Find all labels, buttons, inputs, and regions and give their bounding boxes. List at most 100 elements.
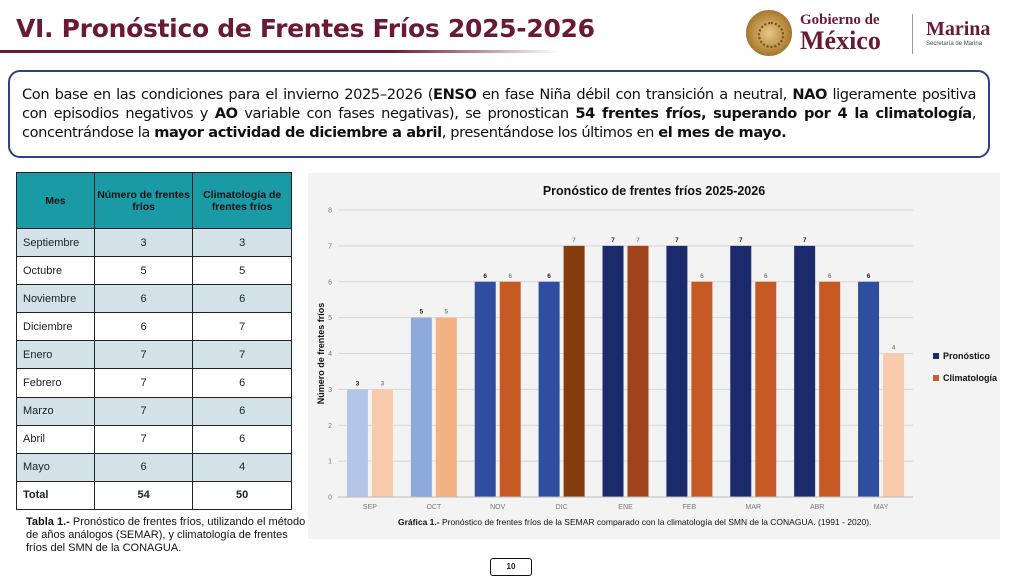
data-label: 7 bbox=[803, 237, 807, 244]
intro-text-5: , concentrándose la bbox=[22, 105, 977, 141]
cell-climatologia: 6 bbox=[192, 368, 292, 398]
bar-pronostico bbox=[346, 389, 368, 497]
data-label: 7 bbox=[611, 237, 615, 244]
cell-mes: Abril bbox=[16, 424, 95, 454]
bar-pronostico bbox=[730, 245, 752, 497]
y-tick-label: 2 bbox=[328, 423, 332, 430]
header-pronostico: Número de frentes fríos bbox=[93, 172, 194, 229]
intro-box: Con base en las condiciones para el invi… bbox=[8, 70, 990, 158]
cell-total-pronostico: 54 bbox=[93, 480, 194, 510]
x-tick-label: NOV bbox=[490, 504, 506, 511]
cell-climatologia: 3 bbox=[192, 227, 292, 258]
data-label: 7 bbox=[739, 237, 743, 244]
data-label: 3 bbox=[356, 380, 360, 387]
bar-climatologia bbox=[755, 281, 777, 497]
legend-label: Climatología bbox=[943, 373, 998, 383]
data-label: 7 bbox=[572, 237, 576, 244]
y-axis-label: Número de frentes fríos bbox=[316, 303, 326, 405]
table-total-row: Total 54 50 bbox=[16, 480, 292, 510]
intro-bold-nao: NAO bbox=[792, 86, 828, 103]
cell-mes: Septiembre bbox=[16, 227, 95, 258]
legend-label: Pronóstico bbox=[943, 351, 991, 361]
table-row: Febrero 7 6 bbox=[16, 368, 292, 398]
title-underline bbox=[0, 50, 560, 53]
intro-text-1: Con base en las condiciones para el invi… bbox=[22, 86, 434, 103]
bar-chart: Pronóstico de frentes fríos 2025-2026 Núm… bbox=[316, 184, 998, 511]
table-row: Abril 7 6 bbox=[16, 424, 292, 454]
cell-mes: Mayo bbox=[16, 452, 95, 482]
bar-climatologia bbox=[563, 245, 585, 497]
chart-caption-text: Pronóstico de frentes fríos de la SEMAR … bbox=[439, 517, 872, 527]
data-label: 6 bbox=[508, 273, 512, 280]
cell-total-label: Total bbox=[16, 480, 95, 510]
bar-pronostico bbox=[538, 281, 560, 497]
cell-pronostico: 6 bbox=[93, 312, 194, 342]
data-label: 5 bbox=[445, 309, 449, 316]
x-tick-label: ENE bbox=[618, 504, 633, 511]
x-tick-label: ABR bbox=[810, 504, 824, 511]
header-mes: Mes bbox=[16, 172, 95, 229]
cell-pronostico: 6 bbox=[93, 452, 194, 482]
bar-pronostico bbox=[858, 281, 880, 497]
table-caption: Tabla 1.- Pronóstico de frentes fríos, u… bbox=[26, 516, 306, 555]
page-number: 10 bbox=[490, 558, 532, 576]
legend-swatch bbox=[933, 353, 939, 359]
table-body: Septiembre 3 3 Octubre 5 5 Noviembre 6 6 Diciembr… bbox=[16, 227, 292, 510]
y-tick-label: 0 bbox=[328, 495, 332, 502]
cell-pronostico: 7 bbox=[93, 396, 194, 426]
table-header-row: Mes Número de frentes fríos Climatología… bbox=[16, 172, 292, 229]
cell-climatologia: 5 bbox=[192, 256, 292, 286]
data-label: 7 bbox=[636, 237, 640, 244]
cell-climatologia: 4 bbox=[192, 452, 292, 482]
logo-line2: México bbox=[800, 26, 881, 55]
intro-text-6: , presentándose los últimos en bbox=[441, 124, 659, 141]
x-tick-label: MAY bbox=[874, 504, 889, 511]
government-seal-icon bbox=[746, 10, 792, 56]
bar-climatologia bbox=[627, 245, 649, 497]
y-tick-label: 4 bbox=[328, 351, 332, 358]
y-tick-label: 8 bbox=[328, 208, 332, 215]
cell-mes: Octubre bbox=[16, 256, 95, 286]
legend-swatch bbox=[933, 375, 939, 381]
forecast-table: Mes Número de frentes fríos Climatología… bbox=[16, 172, 292, 510]
intro-text-3: ligeramente positiva con episodios negat… bbox=[22, 86, 976, 122]
page-title: VI. Pronóstico de Frentes Fríos 2025-202… bbox=[16, 14, 595, 43]
header: VI. Pronóstico de Frentes Fríos 2025-202… bbox=[0, 0, 1024, 62]
logo-area: Gobierno de México Marina Secretaría de … bbox=[744, 10, 1014, 58]
cell-climatologia: 6 bbox=[192, 396, 292, 426]
marina-logo-text: Marina Secretaría de Marina bbox=[926, 18, 990, 48]
intro-text-4: variable con fases negativas), se pronos… bbox=[237, 105, 576, 122]
y-tick-label: 5 bbox=[328, 315, 332, 322]
gobierno-logo-text: Gobierno de México bbox=[800, 12, 881, 54]
bar-pronostico bbox=[602, 245, 624, 497]
intro-bold-ao: AO bbox=[214, 105, 238, 122]
cell-pronostico: 6 bbox=[93, 284, 194, 314]
data-label: 3 bbox=[381, 380, 385, 387]
bar-climatologia bbox=[371, 389, 393, 497]
bar-pronostico bbox=[474, 281, 496, 497]
table-row: Enero 7 7 bbox=[16, 340, 292, 370]
cell-mes: Enero bbox=[16, 340, 95, 370]
chart-panel: Pronóstico de frentes fríos 2025-2026 Núm… bbox=[308, 173, 1000, 539]
cell-total-climatologia: 50 bbox=[192, 480, 292, 510]
intro-bold-may: el mes de mayo. bbox=[658, 124, 787, 141]
bar-climatologia bbox=[499, 281, 521, 497]
intro-bold-total: 54 frentes fríos, superando por 4 la cli… bbox=[575, 105, 972, 122]
chart-title: Pronóstico de frentes fríos 2025-2026 bbox=[543, 184, 765, 198]
marina-line2: Secretaría de Marina bbox=[926, 41, 983, 47]
chart-caption-bold: Gráfica 1.- bbox=[398, 517, 440, 527]
x-tick-label: OCT bbox=[426, 504, 442, 511]
table-row: Mayo 6 4 bbox=[16, 452, 292, 482]
bar-pronostico bbox=[794, 245, 816, 497]
cell-climatologia: 6 bbox=[192, 284, 292, 314]
y-tick-label: 3 bbox=[328, 387, 332, 394]
x-tick-label: FEB bbox=[683, 504, 697, 511]
chart-caption: Gráfica 1.- Pronóstico de frentes fríos … bbox=[398, 517, 871, 527]
table-row: Octubre 5 5 bbox=[16, 256, 292, 286]
table-caption-text: Pronóstico de frentes fríos, utilizando … bbox=[26, 516, 306, 554]
x-tick-label: MAR bbox=[745, 504, 761, 511]
cell-mes: Marzo bbox=[16, 396, 95, 426]
logo-line1: Gobierno de bbox=[800, 12, 880, 28]
cell-climatologia: 7 bbox=[192, 312, 292, 342]
bar-climatologia bbox=[883, 353, 905, 497]
